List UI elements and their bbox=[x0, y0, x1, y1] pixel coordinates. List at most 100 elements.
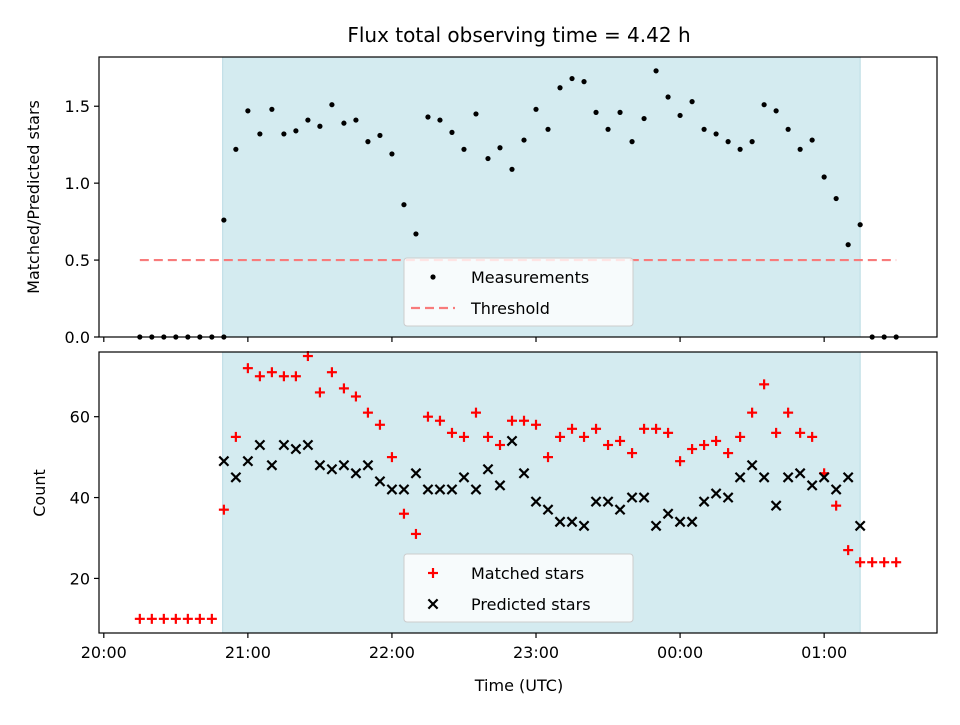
predicted-star-point bbox=[482, 463, 494, 475]
measurement-point bbox=[497, 145, 503, 151]
legend-marker-predicted bbox=[427, 598, 439, 610]
matched-star-point bbox=[651, 423, 662, 434]
matched-star-point bbox=[663, 427, 674, 438]
matched-star-point bbox=[675, 456, 686, 467]
matched-star-point bbox=[579, 431, 590, 442]
measurement-point bbox=[437, 117, 443, 123]
matched-star-point bbox=[326, 367, 337, 378]
matched-star-point bbox=[158, 613, 169, 624]
measurement-point bbox=[329, 102, 335, 108]
predicted-star-point bbox=[710, 488, 722, 499]
measurement-point bbox=[785, 126, 791, 132]
matched-star-point bbox=[170, 613, 181, 624]
predicted-star-point bbox=[590, 496, 602, 507]
matched-star-point bbox=[350, 391, 361, 402]
predicted-star-point bbox=[362, 459, 374, 471]
predicted-star-point bbox=[578, 520, 590, 532]
predicted-star-point bbox=[338, 459, 350, 471]
predicted-star-point bbox=[854, 520, 866, 532]
measurement-point bbox=[701, 126, 707, 132]
top-axes-frame bbox=[98, 56, 938, 338]
measurement-point bbox=[377, 132, 383, 139]
measurement-point bbox=[833, 195, 839, 202]
top-y-axis-label: Matched/Predicted stars bbox=[24, 100, 43, 294]
predicted-star-point bbox=[818, 471, 830, 483]
measurement-point bbox=[545, 126, 551, 132]
measurement-point bbox=[581, 79, 587, 85]
matched-star-point bbox=[807, 431, 818, 442]
matched-star-point bbox=[278, 371, 289, 382]
measurement-point bbox=[773, 108, 779, 114]
predicted-star-point bbox=[518, 467, 530, 479]
predicted-star-point bbox=[686, 516, 698, 528]
matched-star-point bbox=[254, 371, 265, 382]
measurement-points bbox=[137, 68, 899, 340]
predicted-star-point bbox=[674, 516, 686, 528]
predicted-star-point bbox=[350, 467, 362, 479]
predicted-star-point bbox=[842, 471, 854, 483]
measurement-point bbox=[569, 75, 575, 82]
measurement-point bbox=[725, 139, 731, 145]
matched-star-point bbox=[338, 383, 349, 394]
measurement-point bbox=[401, 202, 407, 208]
matched-star-point bbox=[543, 452, 554, 463]
top-y-tick-label: 0.0 bbox=[65, 328, 90, 347]
matched-star-point bbox=[482, 431, 493, 442]
predicted-star-point bbox=[314, 459, 326, 471]
measurement-point bbox=[509, 166, 515, 172]
measurement-point bbox=[857, 222, 863, 228]
measurement-point bbox=[821, 174, 827, 180]
bottom-y-axis: 20 40 60 bbox=[70, 408, 99, 588]
top-y-axis: 0.0 0.5 1.0 1.5 bbox=[65, 97, 99, 347]
measurement-point bbox=[233, 146, 239, 152]
predicted-star-point bbox=[278, 439, 290, 451]
measurement-point bbox=[413, 231, 419, 237]
legend-label: Measurements bbox=[471, 268, 589, 287]
predicted-star-point bbox=[434, 484, 446, 495]
top-y-tick-label: 1.5 bbox=[65, 97, 90, 116]
measurement-point bbox=[713, 131, 719, 137]
matched-star-point bbox=[146, 613, 157, 624]
predicted-star-point bbox=[302, 439, 314, 451]
legend-box bbox=[403, 257, 634, 327]
measurement-point bbox=[629, 139, 635, 145]
legend-label: Matched stars bbox=[471, 564, 584, 583]
predicted-star-point bbox=[242, 455, 254, 467]
measurement-point bbox=[593, 109, 599, 115]
bottom-legend: Matched stars Predicted stars bbox=[403, 553, 634, 623]
legend-label: Predicted stars bbox=[471, 595, 591, 614]
measurement-point bbox=[617, 109, 623, 115]
matched-star-point bbox=[422, 411, 433, 422]
predicted-star-point bbox=[830, 484, 842, 495]
predicted-star-point bbox=[230, 471, 242, 483]
bottom-y-tick-label: 20 bbox=[70, 569, 90, 588]
predicted-star-point bbox=[782, 471, 794, 483]
predicted-star-point bbox=[494, 480, 506, 491]
matched-star-point bbox=[771, 427, 782, 438]
matched-star-point bbox=[735, 431, 746, 442]
matched-star-point bbox=[867, 557, 878, 568]
predicted-star-point bbox=[770, 500, 782, 512]
bottom-y-tick-label: 40 bbox=[70, 489, 90, 508]
measurement-point bbox=[257, 131, 263, 137]
matched-star-point bbox=[494, 439, 505, 450]
measurement-point bbox=[809, 137, 815, 143]
measurement-point bbox=[353, 117, 359, 123]
bottom-panel: 20 40 60 20:00 21:00 22:00 23:00 00:00 01:00 Co… bbox=[30, 351, 938, 662]
legend-marker-matched bbox=[428, 568, 438, 578]
measurement-point bbox=[653, 68, 659, 74]
measurement-point bbox=[425, 114, 431, 120]
matched-star-point bbox=[398, 508, 409, 519]
matched-star-point bbox=[855, 557, 866, 568]
predicted-star-point bbox=[698, 496, 710, 507]
matched-star-point bbox=[687, 444, 698, 455]
predicted-star-point bbox=[806, 480, 818, 491]
matched-star-point bbox=[434, 415, 445, 426]
matched-star-point bbox=[242, 363, 253, 374]
top-panel: 0.0 0.5 1.0 1.5 Matched/Predicted stars Mea… bbox=[24, 56, 938, 347]
matched-star-point bbox=[627, 448, 638, 459]
matched-star-point bbox=[795, 427, 806, 438]
matched-star-point bbox=[891, 557, 902, 568]
predicted-star-point bbox=[626, 492, 638, 503]
